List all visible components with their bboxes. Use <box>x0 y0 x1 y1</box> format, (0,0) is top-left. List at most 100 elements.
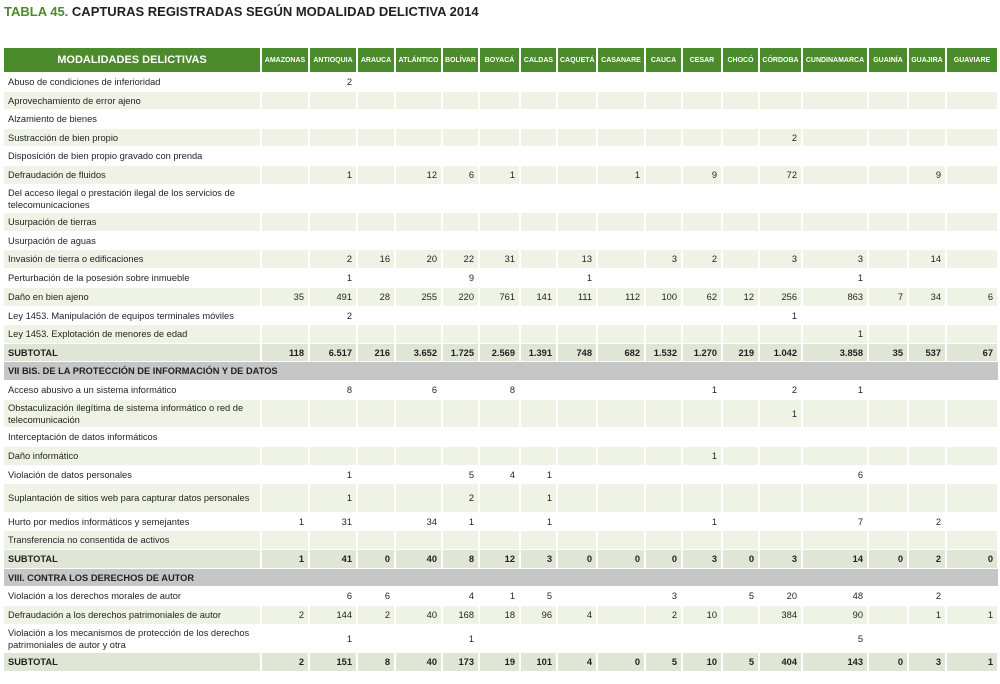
table-cell: 9 <box>442 268 480 288</box>
row-label: Violación a los mecanismos de protección… <box>4 624 262 653</box>
table-cell: 12 <box>395 165 443 185</box>
table-cell <box>261 380 310 400</box>
table-cell: 5 <box>802 624 869 653</box>
table-cell: 2 <box>908 586 947 606</box>
table-cell <box>357 306 396 325</box>
table-cell <box>946 72 999 92</box>
table-cell <box>309 399 358 428</box>
row-label: Violación de datos personales <box>4 465 262 484</box>
table-cell <box>442 446 480 466</box>
table-cell <box>908 268 947 288</box>
table-cell: 40 <box>395 549 443 569</box>
table-cell: 40 <box>395 605 443 625</box>
table-cell <box>908 306 947 325</box>
table-cell <box>645 268 683 288</box>
table-cell <box>261 268 310 288</box>
table-cell: 144 <box>309 605 358 625</box>
table-cell <box>395 399 443 428</box>
table-cell <box>722 399 760 428</box>
table-row: Ley 1453. Explotación de menores de edad… <box>4 324 999 344</box>
table-cell: 1 <box>309 483 358 513</box>
table-cell: 1 <box>442 624 480 653</box>
table-cell: 3 <box>908 652 947 672</box>
row-label: Del acceso ilegal o prestación ilegal de… <box>4 184 262 213</box>
table-cell: 1 <box>908 605 947 625</box>
subtotal-row: SUBTOTAL 2 151 8 40 173 19 101 4 0 5 10 5 404 143 0 3 1 <box>4 652 999 672</box>
table-cell <box>520 212 558 232</box>
table-cell <box>395 212 443 232</box>
table-cell: 2 <box>908 549 947 569</box>
subtotal-row: SUBTOTAL 118 6.517 216 3.652 1.725 2.569 1.391 7… <box>4 343 999 362</box>
table-cell <box>479 399 521 428</box>
table-cell <box>261 465 310 484</box>
table-cell: 3 <box>802 249 869 269</box>
row-label: Ley 1453. Manipulación de equipos termin… <box>4 306 262 325</box>
table-cell <box>908 212 947 232</box>
table-cell <box>442 427 480 447</box>
table-row: Acceso abusivo a un sistema informático 8… <box>4 380 999 400</box>
table-cell <box>946 483 999 513</box>
table-cell <box>520 624 558 653</box>
table-cell <box>597 212 646 232</box>
table-cell <box>868 306 909 325</box>
table-cell <box>261 249 310 269</box>
table-cell: 101 <box>520 652 558 672</box>
table-cell <box>868 605 909 625</box>
table-cell <box>645 483 683 513</box>
table-cell: 20 <box>395 249 443 269</box>
table-cell: 100 <box>645 287 683 307</box>
table-cell: 1 <box>442 512 480 531</box>
table-cell <box>946 165 999 185</box>
table-cell: 48 <box>802 586 869 606</box>
table-cell <box>802 427 869 447</box>
table-cell <box>597 268 646 288</box>
table-cell: 2 <box>261 652 310 672</box>
table-cell <box>946 212 999 232</box>
table-cell: 118 <box>261 343 310 362</box>
table-cell: 34 <box>908 287 947 307</box>
table-cell: 1 <box>261 549 310 569</box>
table-cell: 62 <box>682 287 723 307</box>
row-label: Daño en bien ajeno <box>4 287 262 307</box>
table-cell <box>908 465 947 484</box>
table-cell <box>682 324 723 344</box>
table-cell <box>946 624 999 653</box>
table-cell: 14 <box>802 549 869 569</box>
table-cell <box>645 446 683 466</box>
table-cell: 491 <box>309 287 358 307</box>
table-cell: 682 <box>597 343 646 362</box>
table-cell <box>946 306 999 325</box>
table-cell: 1 <box>802 324 869 344</box>
table-cell <box>868 530 909 550</box>
table-cell: 537 <box>908 343 947 362</box>
table-cell <box>479 109 521 129</box>
table-cell: 0 <box>597 652 646 672</box>
table-cell <box>759 231 803 250</box>
table-cell <box>309 212 358 232</box>
table-cell <box>722 72 760 92</box>
table-cell <box>722 109 760 129</box>
table-cell <box>442 231 480 250</box>
table-cell <box>908 446 947 466</box>
table-cell <box>682 91 723 110</box>
table-cell <box>520 380 558 400</box>
table-cell <box>802 109 869 129</box>
table-row: Hurto por medios informáticos y semejant… <box>4 512 999 531</box>
table-cell <box>597 306 646 325</box>
table-cell: 168 <box>442 605 480 625</box>
table-cell <box>868 184 909 213</box>
table-cell: 0 <box>868 652 909 672</box>
table-cell <box>802 446 869 466</box>
table-cell <box>682 399 723 428</box>
table-cell <box>479 184 521 213</box>
table-cell <box>597 72 646 92</box>
table-cell <box>908 72 947 92</box>
table-cell <box>802 146 869 166</box>
table-cell: 151 <box>309 652 358 672</box>
table-cell: 3 <box>759 249 803 269</box>
table-row: Sustracción de bien propio 2 <box>4 128 999 147</box>
table-cell <box>682 231 723 250</box>
table-cell <box>597 324 646 344</box>
table-cell <box>442 212 480 232</box>
table-cell <box>357 128 396 147</box>
